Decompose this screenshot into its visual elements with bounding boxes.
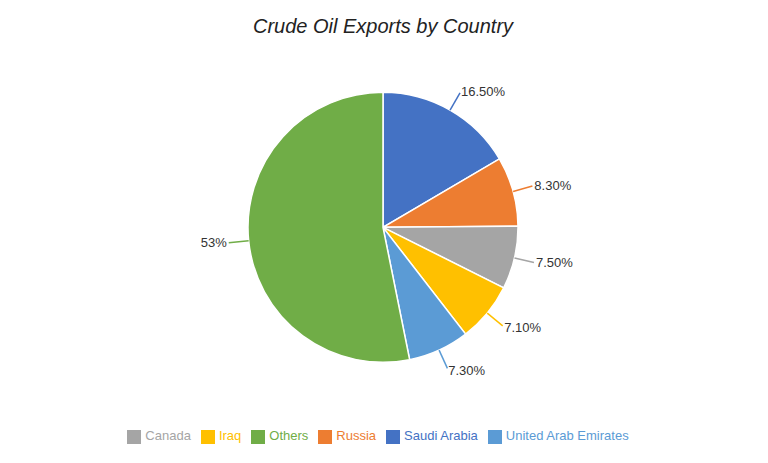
html-text:Russia: Russia: [336, 428, 377, 444]
html-text:Crude Oil Exports by Country: Crude Oil Exports by Country: [252, 15, 513, 37]
html-text:Iraq: Iraq: [218, 428, 242, 444]
html-text:Others: Others: [269, 428, 309, 444]
html-text:Saudi Arabia: Saudi Arabia: [404, 428, 478, 444]
svg-text:7.10%: 7.10%: [504, 320, 541, 335]
svg-text:53%: 53%: [201, 235, 227, 250]
html-text:Canada: Canada: [145, 428, 191, 444]
svg-text:7.50%: 7.50%: [536, 255, 573, 270]
html-text:United Arab Emirates: United Arab Emirates: [505, 428, 629, 444]
svg-text:16.50%: 16.50%: [461, 84, 506, 99]
svg-text:8.30%: 8.30%: [534, 178, 571, 193]
svg-text:7.30%: 7.30%: [448, 363, 485, 378]
